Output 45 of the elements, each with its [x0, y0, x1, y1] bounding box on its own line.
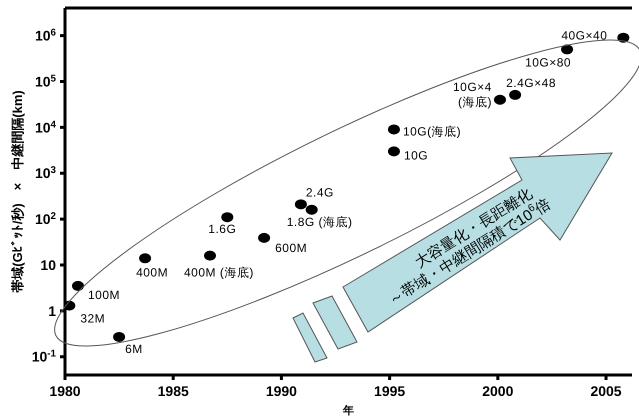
annotation: (海底)	[458, 94, 492, 109]
point	[388, 146, 400, 156]
y-tick-label: 10$^{6}$	[34, 27, 57, 44]
annotation: 10G	[404, 148, 428, 162]
point	[509, 90, 522, 100]
point	[113, 332, 126, 342]
point	[139, 253, 152, 264]
point	[494, 94, 506, 105]
annotation: 40G×40	[561, 28, 608, 43]
annotation: 10G×4	[452, 80, 492, 94]
point	[561, 44, 574, 54]
y-tick-label: 10	[40, 256, 56, 273]
annotation: 2.4G	[306, 185, 334, 200]
y-tick-label: 10$^{2}$	[34, 210, 57, 228]
x-tick-label: 2005	[590, 383, 622, 399]
annotation: 100M	[88, 288, 120, 302]
y-axis-title: 帯域(Gﾋﾞｯﾄ/秒) × 中継間隔(km)	[10, 90, 25, 293]
point	[221, 212, 234, 222]
y-tick-label: 10$^{4}$	[34, 118, 57, 136]
annotation: 2.4G×48	[506, 76, 556, 90]
annotation: 600M	[275, 240, 308, 255]
point	[294, 199, 307, 210]
annotation: 1.8G (海底)	[286, 214, 353, 229]
y-tick-label: 10$^{-1}$	[32, 348, 57, 365]
x-tick-label: 1985	[158, 383, 189, 399]
x-tick-label: 2000	[482, 383, 514, 399]
y-tick-label: 10$^{5}$	[34, 72, 57, 90]
point	[72, 280, 84, 291]
x-tick-label: 1990	[266, 383, 298, 399]
point	[258, 232, 270, 243]
annotation: 1.6G	[208, 222, 236, 236]
annotation: 10G(海底)	[402, 124, 462, 138]
annotation: 400M	[136, 265, 168, 280]
y-tick-label: 1	[48, 302, 56, 319]
point	[388, 124, 400, 134]
annotation: 32M	[80, 312, 106, 326]
x-axis-title: 年	[342, 404, 354, 417]
annotation: 6M	[125, 342, 143, 356]
x-tick-label: 1995	[374, 383, 406, 399]
annotation: 400M (海底)	[184, 266, 254, 280]
annotation: 10G×80	[525, 55, 572, 70]
point	[306, 204, 318, 215]
point	[204, 250, 216, 261]
x-tick-label: 1980	[49, 383, 81, 399]
y-tick-label: 10$^{3}$	[34, 164, 57, 182]
